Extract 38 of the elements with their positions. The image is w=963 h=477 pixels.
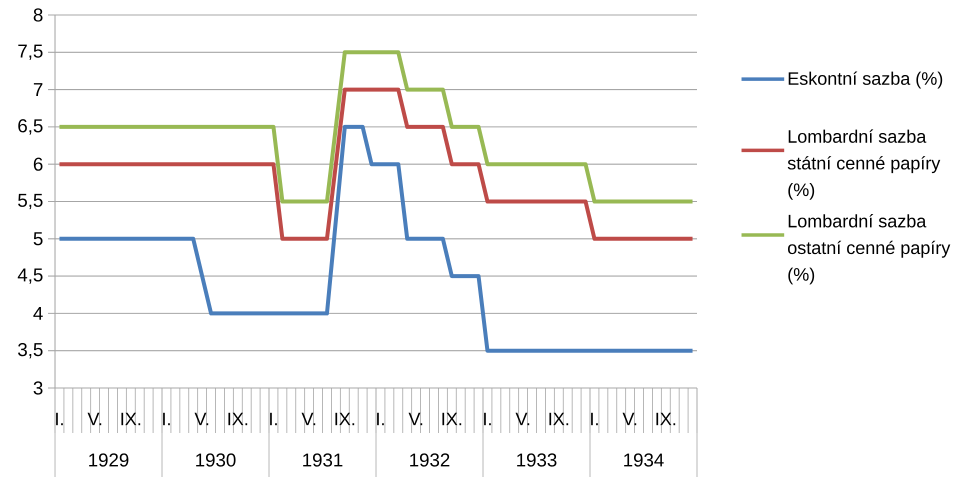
x-tick-label: V. [302, 412, 316, 426]
y-tick-label: 7 [34, 83, 42, 96]
x-tick-label: IX. [656, 412, 676, 426]
text: 1930 [196, 453, 236, 467]
x-tick-label: V. [516, 412, 530, 426]
y-tick-label: 4 [33, 306, 43, 320]
x-tick-label: IX. [549, 412, 568, 426]
x-tick-label: IX. [228, 412, 248, 426]
x-tick-label: IX. [335, 412, 354, 426]
legend-label: Eskontní sazba (%) [788, 71, 942, 88]
legend-label: Lombardní sazba ostatní cenné papíry (%) [788, 214, 950, 284]
text: 1929 [89, 453, 128, 467]
x-tick-label: IX. [121, 412, 140, 426]
text: 1932 [410, 453, 450, 467]
y-tick-label: 3 [34, 381, 42, 395]
x-tick-label: I. [377, 412, 384, 426]
x-tick-label: IX. [442, 412, 462, 426]
x-tick-label: I. [591, 412, 598, 426]
y-tick-label: 6 [34, 158, 42, 171]
x-tick-label: I. [56, 412, 63, 426]
x-tick-label: I. [484, 412, 491, 426]
y-tick-label: 4,5 [18, 268, 43, 284]
y-tick-label: 5 [34, 232, 43, 246]
x-tick-label: V. [408, 412, 422, 426]
text: 1934 [624, 453, 664, 467]
x-tick-label: I. [270, 412, 277, 426]
y-tick-label: 3,5 [18, 342, 43, 358]
y-tick-label: 5,5 [18, 194, 43, 210]
y-tick-label: 8 [34, 8, 42, 22]
x-tick-label: I. [163, 412, 170, 426]
text: 1933 [517, 453, 556, 467]
legend-label: Lombardní sazba státní cenné papíry (%) [788, 129, 940, 200]
x-tick-label: V. [194, 412, 208, 426]
y-tick-label: 6,5 [18, 119, 43, 135]
x-tick-label: V. [88, 412, 102, 426]
x-tick-label: V. [622, 412, 636, 426]
y-tick-label: 7,5 [18, 44, 43, 60]
text: 1931 [303, 453, 342, 467]
